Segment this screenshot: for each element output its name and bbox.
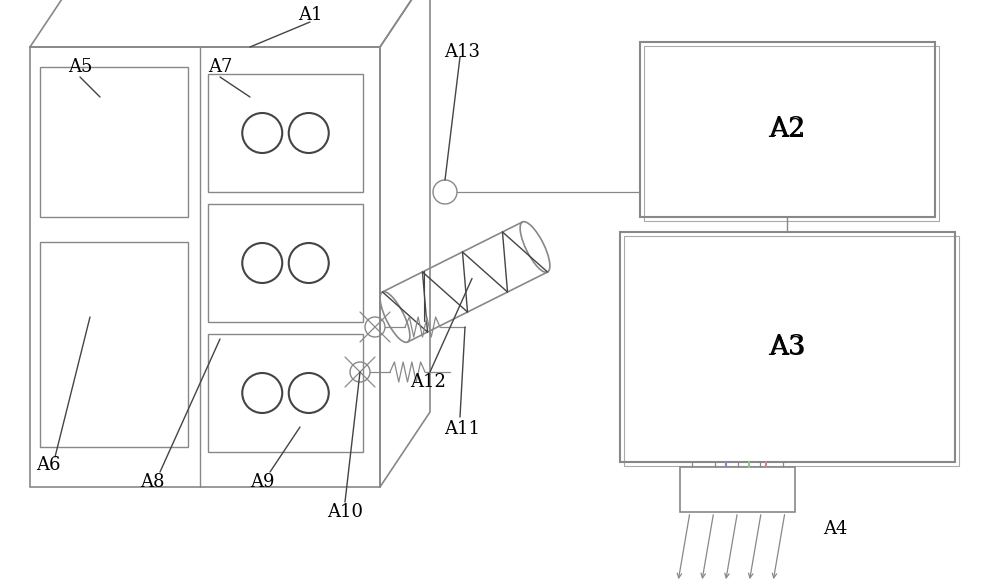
Bar <box>620 232 955 462</box>
Bar <box>40 67 188 217</box>
Bar <box>208 204 363 322</box>
Text: A3: A3 <box>770 336 804 359</box>
Text: A2: A2 <box>770 118 804 141</box>
Text: A2: A2 <box>769 116 806 143</box>
Bar <box>208 334 363 452</box>
Text: A8: A8 <box>140 473 164 491</box>
Text: A5: A5 <box>68 58 92 76</box>
Text: A3: A3 <box>769 333 806 360</box>
Bar <box>624 236 959 466</box>
Bar <box>644 46 939 221</box>
Text: A6: A6 <box>36 456 60 474</box>
Text: A7: A7 <box>208 58 232 76</box>
Text: A13: A13 <box>444 43 480 61</box>
Text: A4: A4 <box>823 520 847 538</box>
Text: A9: A9 <box>250 473 274 491</box>
Text: A12: A12 <box>410 373 446 391</box>
Bar <box>680 467 795 512</box>
Text: A10: A10 <box>327 503 363 521</box>
Bar <box>30 47 380 487</box>
Text: A11: A11 <box>444 420 480 438</box>
Text: A1: A1 <box>298 6 322 24</box>
Bar <box>640 42 935 217</box>
Bar <box>208 74 363 192</box>
Bar <box>40 242 188 447</box>
